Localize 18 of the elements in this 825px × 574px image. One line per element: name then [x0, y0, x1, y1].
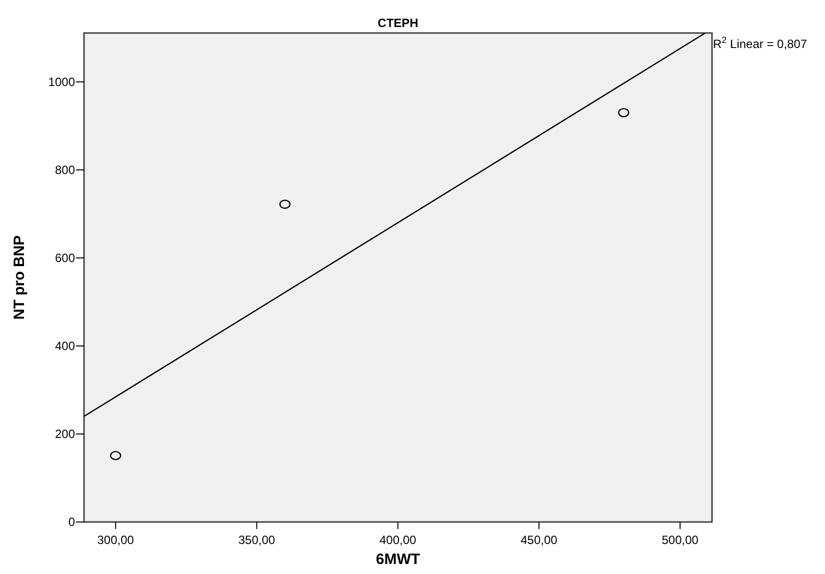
y-tick-label: 1000 [48, 74, 76, 89]
y-tick-label: 800 [54, 162, 76, 177]
y-tick-label: 600 [54, 250, 76, 265]
y-axis-title: NT pro BNP [11, 235, 28, 320]
point [279, 200, 291, 209]
x-axis-title: 6MWT [376, 551, 420, 568]
y-tick-label: 200 [54, 426, 76, 441]
y-tick-label: 400 [54, 338, 76, 353]
x-tick-label: 300,00 [97, 533, 134, 547]
x-tick-label: 500,00 [662, 533, 699, 547]
x-tick-label: 350,00 [238, 533, 276, 547]
text: R$^{2}$ Linear = 0,807 [713, 35, 808, 51]
y-tick-label: 0 [68, 515, 76, 529]
chart-title: CTEPH [378, 16, 418, 30]
point [618, 108, 630, 118]
x-tick-label: 450,00 [520, 533, 558, 547]
x-tick-label: 400,00 [380, 533, 417, 547]
point [110, 450, 122, 460]
